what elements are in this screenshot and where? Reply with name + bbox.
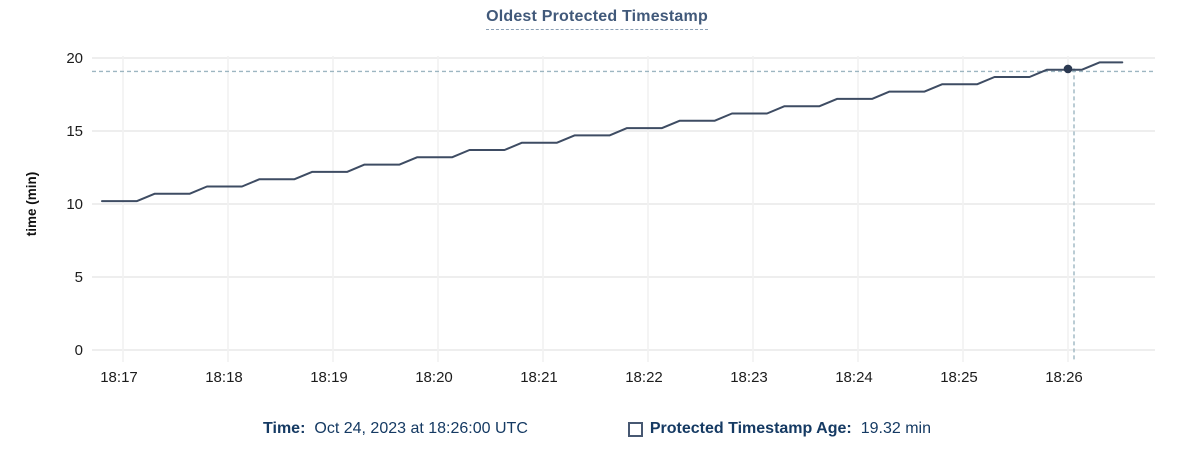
y-axis-title: time (min) [24,172,39,237]
time-value: Oct 24, 2023 at 18:26:00 UTC [314,420,528,437]
y-axis-tick-label: 10 [66,196,83,213]
y-axis-tick-label: 20 [66,50,83,67]
hover-time-readout: Time: Oct 24, 2023 at 18:26:00 UTC [263,420,528,438]
hover-datapoint-dot [1063,64,1073,74]
x-axis-tick-label: 18:19 [310,369,348,386]
x-axis-tick-label: 18:22 [625,369,663,386]
x-axis-tick-label: 18:21 [520,369,558,386]
series-value: 19.32 min [860,420,931,437]
time-label: Time: [263,420,306,437]
x-axis-tick-label: 18:24 [835,369,873,386]
x-axis-tick-label: 18:25 [940,369,978,386]
y-axis-tick-label: 5 [75,269,83,286]
x-axis-tick-label: 18:18 [205,369,243,386]
chart-footer: Time: Oct 24, 2023 at 18:26:00 UTC Prote… [0,420,1194,438]
timeseries-chart[interactable]: 0 5 10 15 20 18:17 18:18 18:19 18:20 18:21 18:22 18… [0,0,1194,400]
x-axis-tick-label: 18:17 [100,369,138,386]
x-axis-tick-label: 18:23 [730,369,768,386]
series-label: Protected Timestamp Age: [649,420,852,437]
y-axis-tick-label: 15 [66,123,83,140]
chart-header: Oldest Protected Timestamp [0,8,1194,30]
y-axis-tick-label: 0 [75,342,83,359]
series-line-protected-timestamp-age[interactable] [101,61,1124,203]
chart-title[interactable]: Oldest Protected Timestamp [486,8,708,30]
x-axis-tick-label: 18:20 [415,369,453,386]
x-axis-tick-label: 18:26 [1045,369,1083,386]
legend-item-protected-timestamp-age[interactable]: Protected Timestamp Age: 19.32 min [627,420,931,438]
series-toggle-checkbox-icon[interactable] [627,421,643,437]
